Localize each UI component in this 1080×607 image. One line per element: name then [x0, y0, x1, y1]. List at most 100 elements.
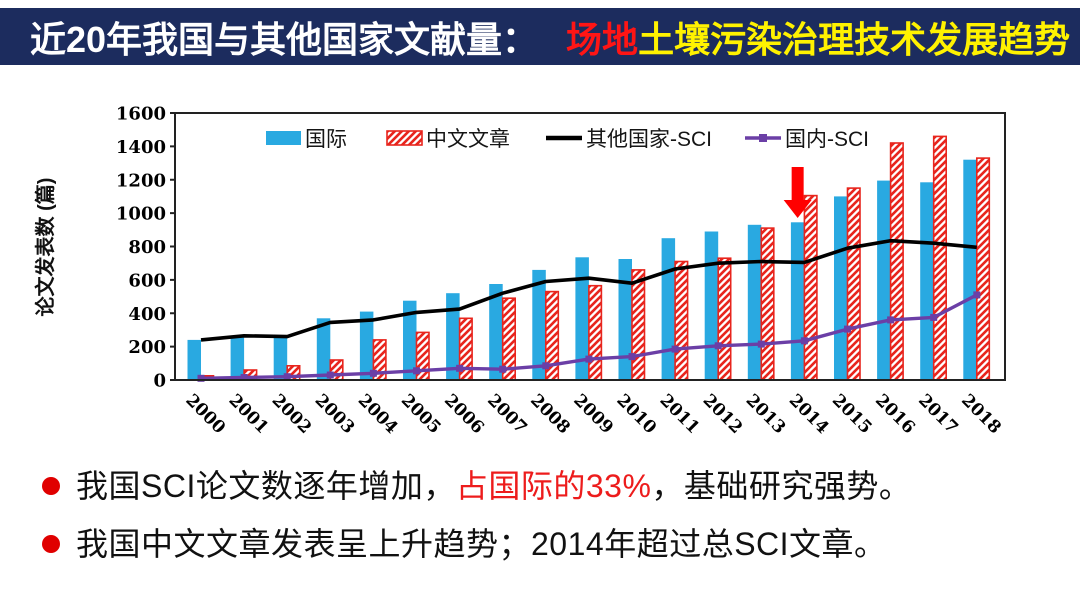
bar-international-2008 [532, 269, 546, 380]
y-tick-label: 1000 [116, 204, 166, 225]
bar-chinese-article-2012 [717, 257, 732, 381]
bar-chinese-article-2009 [588, 284, 603, 381]
bar-international-2011 [661, 238, 676, 380]
publication-trend-chart: 0200400600800100012001400160020002001200… [33, 104, 1006, 438]
x-tick-label-2002: 2002 [268, 390, 316, 438]
bullet-text-segment: 我国中文文章发表呈上升趋势；2014年超过总SCI文章。 [76, 526, 887, 563]
marker-domestic-sci-2009 [585, 355, 593, 363]
bar-international-2002 [273, 337, 288, 380]
chart-area: 0 200 400 600 800 1000 1200 1400 1600 2000 2001 200… [0, 85, 1080, 460]
line-other-countries-sci [200, 238, 977, 342]
chart-legend: 国际 中文文章 其他国家-SCI 国内-SCI [266, 128, 869, 151]
bar-chinese-article-2016 [889, 142, 904, 381]
x-tick-label-2008: 2008 [526, 390, 574, 438]
x-tick-label-2003: 2003 [311, 390, 359, 438]
bars-group [187, 135, 991, 381]
x-tick-label-2009: 2009 [569, 390, 617, 438]
bullet-text-2: 我国中文文章发表呈上升趋势；2014年超过总SCI文章。 [76, 522, 887, 567]
x-tick-label-2000: 2000 [181, 390, 229, 438]
marker-domestic-sci-2018 [973, 291, 981, 299]
y-tick-label: 1200 [116, 170, 166, 191]
bar-international-2010 [618, 259, 632, 380]
x-tick-label-2006: 2006 [440, 390, 488, 438]
x-tick-label-2011: 2011 [656, 390, 704, 438]
x-tick-label-2017: 2017 [914, 390, 962, 438]
legend-marker-domestic [759, 134, 767, 142]
marker-domestic-sci-2011 [671, 345, 679, 353]
marker-domestic-sci-2015 [844, 325, 851, 333]
bar-international-2018 [963, 159, 977, 380]
marker-domestic-sci-2003 [326, 371, 334, 379]
bar-international-2007 [489, 284, 503, 380]
title-text-main: 近20年我国与其他国家文献量： [30, 18, 539, 60]
bullet-text-segment: 我国SCI论文数逐年增加， [76, 468, 456, 504]
y-tick-label: 1600 [116, 104, 166, 125]
marker-domestic-sci-2007 [499, 365, 507, 373]
y-axis-title: 论文发表数 (篇) [33, 178, 57, 317]
y-tick-label: 200 [128, 337, 166, 358]
marker-domestic-sci-2006 [456, 364, 464, 372]
marker-domestic-sci-2005 [413, 367, 420, 375]
x-tick-label-2010: 2010 [612, 390, 660, 438]
marker-domestic-sci-2014 [800, 337, 808, 345]
bar-chinese-article-2015 [846, 187, 861, 381]
highlight-down-arrow-2014 [783, 167, 812, 218]
marker-domestic-sci-2017 [930, 313, 938, 321]
x-tick-label-2012: 2012 [699, 390, 747, 438]
bullet-item-2: 我国中文文章发表呈上升趋势；2014年超过总SCI文章。 [42, 522, 1042, 567]
bar-international-2003 [316, 318, 331, 380]
marker-domestic-sci-2010 [628, 353, 636, 361]
x-tick-label-2007: 2007 [483, 390, 531, 438]
legend-label-domestic-sci: 国内-SCI [785, 128, 869, 151]
bar-chinese-article-2014 [803, 194, 818, 381]
bullet-dot-icon [42, 535, 60, 554]
y-tick-label: 0 [153, 371, 166, 392]
y-axis: 0 200 400 600 800 1000 1200 1400 1600 [116, 104, 175, 392]
x-tick-label-2016: 2016 [871, 390, 919, 438]
marker-domestic-sci-2016 [887, 316, 895, 324]
title-text-highlight-red: 场地 [566, 18, 639, 60]
bar-international-2012 [704, 231, 719, 380]
bar-international-2000 [187, 339, 201, 380]
y-tick-label: 1400 [116, 137, 166, 158]
bar-international-2009 [575, 257, 589, 380]
bar-international-2001 [230, 336, 245, 380]
bar-chinese-article-2017 [932, 135, 948, 381]
legend-swatch-chinese-article [386, 130, 423, 146]
title-bar: 近20年我国与其他国家文献量： 场地 土壤污染治理技术发展趋势 [0, 8, 1080, 65]
bar-international-2004 [359, 311, 374, 380]
bar-international-2017 [920, 182, 934, 380]
bar-chinese-article-2013 [760, 227, 775, 381]
bar-chinese-article-2010 [631, 269, 646, 381]
bullet-text-1: 我国SCI论文数逐年增加，占国际的33%，基础研究强势。 [76, 464, 911, 509]
x-tick-label-2015: 2015 [828, 390, 876, 438]
x-tick-label-2018: 2018 [957, 390, 1005, 438]
bullet-item-1: 我国SCI论文数逐年增加，占国际的33%，基础研究强势。 [42, 464, 1042, 509]
bullet-text-segment: 占国际的33% [455, 468, 652, 504]
bar-international-2005 [403, 300, 417, 380]
x-tick-label-2001: 2001 [225, 390, 273, 438]
bullet-list: 我国SCI论文数逐年增加，占国际的33%，基础研究强势。我国中文文章发表呈上升趋… [42, 464, 1042, 581]
bar-international-2006 [446, 293, 460, 380]
bar-chinese-article-2018 [975, 157, 991, 381]
legend-label-other-countries-sci: 其他国家-SCI [586, 128, 712, 151]
bullet-dot-icon [42, 477, 60, 495]
bar-international-2016 [877, 180, 891, 380]
x-tick-label-2004: 2004 [354, 390, 402, 438]
bar-international-2014 [790, 222, 805, 380]
x-axis: 2000200120022003200420052006200720082009… [181, 390, 1004, 438]
x-tick-label-2005: 2005 [397, 390, 445, 438]
bar-international-2013 [747, 224, 762, 380]
title-text-highlight-yellow: 土壤污染治理技术发展趋势 [638, 18, 1071, 60]
marker-domestic-sci-2008 [542, 362, 550, 370]
legend-swatch-international [266, 131, 301, 145]
legend-label-international: 国际 [305, 128, 347, 151]
y-tick-label: 600 [128, 270, 166, 291]
line-domestic-sci [197, 291, 981, 382]
legend-label-chinese-article: 中文文章 [426, 128, 510, 151]
marker-domestic-sci-2002 [283, 373, 291, 381]
x-tick-label-2013: 2013 [742, 390, 790, 438]
x-tick-label-2014: 2014 [785, 390, 833, 438]
y-tick-label: 400 [128, 304, 166, 325]
